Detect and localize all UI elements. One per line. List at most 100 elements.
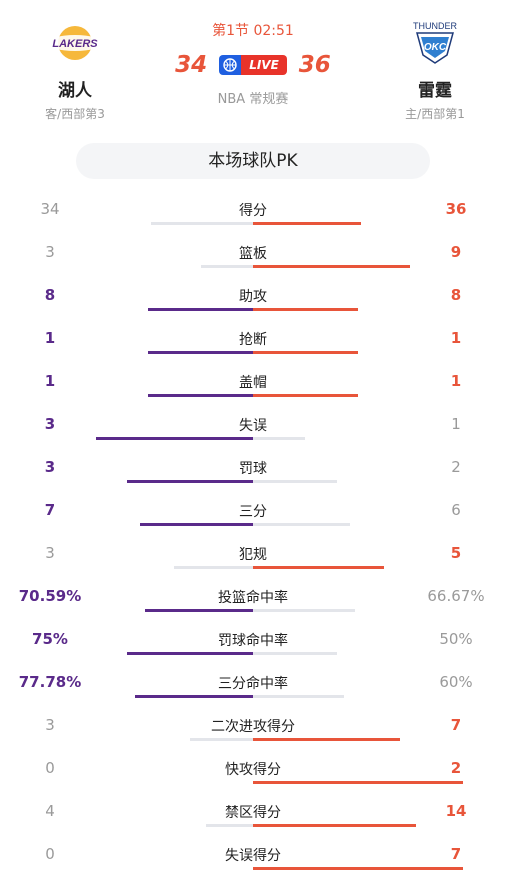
- away-stat-bar: [253, 566, 384, 569]
- home-stat-bar: [148, 351, 253, 354]
- stat-row: 0 快攻得分 2: [0, 748, 506, 791]
- stat-label: 禁区得分: [225, 805, 281, 821]
- home-stat-value: 3: [44, 415, 56, 433]
- home-stat-value: 1: [44, 329, 56, 347]
- stat-row: 1 盖帽 1: [0, 361, 506, 404]
- home-stat-value: 34: [40, 200, 60, 218]
- home-stat-bar: [206, 824, 253, 827]
- home-stat-bar: [135, 695, 253, 698]
- home-team-standing: 客/西部第3: [45, 107, 105, 121]
- home-stat-value: 1: [44, 372, 56, 390]
- home-stat-value: 3: [45, 243, 55, 261]
- home-stat-value: 7: [44, 501, 56, 519]
- away-stat-value: 7: [450, 716, 462, 734]
- stat-label: 罚球: [239, 461, 267, 477]
- stat-label: 犯规: [239, 547, 267, 563]
- stat-row: 1 抢断 1: [0, 318, 506, 361]
- thunder-logo: THUNDER OKC: [400, 18, 470, 68]
- live-indicator[interactable]: LIVE: [219, 55, 287, 75]
- away-stat-value: 50%: [439, 630, 473, 648]
- home-stat-value: 3: [44, 458, 56, 476]
- home-stat-bar: [96, 437, 253, 440]
- away-stat-value: 2: [450, 759, 462, 777]
- basketball-icon: [219, 55, 242, 75]
- home-stat-value: 77.78%: [18, 673, 82, 691]
- stat-label: 助攻: [239, 289, 267, 305]
- score-center: 第1节 02:51 34 LIVE 36 NBA 常规赛: [150, 20, 356, 107]
- live-badge: LIVE: [241, 55, 287, 75]
- away-stat-value: 7: [450, 845, 462, 863]
- stat-label: 二次进攻得分: [211, 719, 295, 735]
- svg-text:OKC: OKC: [424, 42, 447, 53]
- home-stat-value: 0: [45, 845, 55, 863]
- away-stat-value: 1: [450, 372, 462, 390]
- away-stat-bar: [253, 480, 337, 483]
- away-team-standing: 主/西部第1: [405, 107, 465, 121]
- away-stat-bar: [253, 351, 358, 354]
- lakers-logo: LAKERS: [40, 18, 110, 68]
- away-stat-value: 1: [451, 415, 461, 433]
- stat-row: 70.59% 投篮命中率 66.67%: [0, 576, 506, 619]
- away-stat-bar: [253, 781, 463, 784]
- away-stat-value: 60%: [439, 673, 473, 691]
- stat-label: 罚球命中率: [218, 633, 288, 649]
- away-stat-value: 6: [451, 501, 461, 519]
- home-stat-bar: [140, 523, 253, 526]
- stat-label: 篮板: [239, 246, 267, 262]
- stat-label: 失误: [239, 418, 267, 434]
- away-stat-bar: [253, 867, 463, 870]
- away-stat-value: 2: [451, 458, 461, 476]
- away-stat-bar: [253, 394, 358, 397]
- away-score: 36: [298, 52, 331, 78]
- stat-row: 75% 罚球命中率 50%: [0, 619, 506, 662]
- home-team-name: 湖人: [58, 81, 92, 101]
- home-stat-bar: [148, 394, 253, 397]
- home-stat-value: 3: [45, 716, 55, 734]
- stat-label: 快攻得分: [225, 762, 281, 778]
- away-stat-value: 9: [450, 243, 462, 261]
- home-stat-bar: [127, 480, 253, 483]
- home-stat-value: 70.59%: [18, 587, 82, 605]
- stat-row: 7 三分 6: [0, 490, 506, 533]
- home-stat-bar: [127, 652, 253, 655]
- home-stat-value: 4: [45, 802, 55, 820]
- stat-row: 3 篮板 9: [0, 232, 506, 275]
- home-stat-bar: [174, 566, 253, 569]
- stat-row: 0 失误得分 7: [0, 834, 506, 877]
- home-stat-bar: [145, 609, 253, 612]
- stat-row: 4 禁区得分 14: [0, 791, 506, 834]
- team-pk-title: 本场球队PK: [76, 143, 430, 179]
- stat-row: 3 罚球 2: [0, 447, 506, 490]
- home-team[interactable]: LAKERS 湖人 客/西部第3: [25, 18, 125, 122]
- team-stats-list: 34 得分 36 3 篮板 9 8 助攻 8 1 抢断 1 1 盖帽 1 3 失误 1 3 罚球 2 7 三分 6 3 犯规 5 70…: [0, 189, 506, 877]
- game-header: LAKERS 湖人 客/西部第3 第1节 02:51 34 LIVE 36 NB…: [0, 0, 506, 130]
- stat-row: 34 得分 36: [0, 189, 506, 232]
- away-stat-bar: [253, 308, 358, 311]
- away-stat-bar: [253, 738, 400, 741]
- away-stat-value: 1: [450, 329, 462, 347]
- away-stat-bar: [253, 695, 344, 698]
- away-stat-bar: [253, 824, 416, 827]
- home-stat-bar: [148, 308, 253, 311]
- away-stat-bar: [253, 222, 361, 225]
- away-stat-bar: [253, 652, 337, 655]
- stat-label: 三分命中率: [218, 676, 288, 692]
- away-team-name: 雷霆: [418, 81, 452, 101]
- away-team[interactable]: THUNDER OKC 雷霆 主/西部第1: [385, 18, 485, 122]
- away-stat-bar: [253, 609, 355, 612]
- stat-label: 投篮命中率: [218, 590, 288, 606]
- home-stat-value: 3: [45, 544, 55, 562]
- stat-label: 盖帽: [239, 375, 267, 391]
- away-stat-bar: [253, 437, 305, 440]
- stat-row: 8 助攻 8: [0, 275, 506, 318]
- stat-row: 77.78% 三分命中率 60%: [0, 662, 506, 705]
- stat-row: 3 犯规 5: [0, 533, 506, 576]
- home-stat-bar: [201, 265, 253, 268]
- home-stat-bar: [190, 738, 253, 741]
- stat-row: 3 二次进攻得分 7: [0, 705, 506, 748]
- stat-label: 失误得分: [225, 848, 281, 864]
- away-stat-bar: [253, 523, 350, 526]
- score-line: 34 LIVE 36: [150, 50, 356, 80]
- home-score: 34: [175, 52, 208, 78]
- home-stat-value: 75%: [32, 630, 68, 648]
